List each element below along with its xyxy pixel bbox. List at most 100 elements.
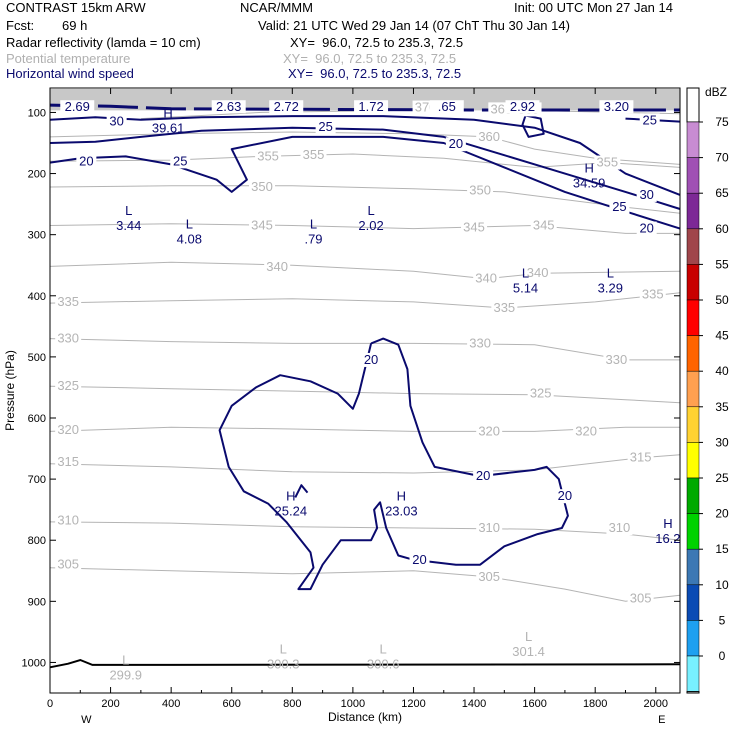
extremum-value-7: 3.29 [598, 280, 623, 295]
extremum-h-marker: H [163, 105, 172, 120]
theta-label-345: 345 [463, 219, 485, 234]
wind-label-bg [315, 120, 336, 135]
theta-label-355: 355 [257, 148, 279, 163]
colorbar-label-25: 25 [715, 471, 729, 485]
wind-label-11: 20 [558, 488, 572, 503]
colorbar-label-55: 55 [715, 257, 729, 271]
top-band-label-bg [599, 100, 634, 114]
colorbar-label-35: 35 [715, 400, 729, 414]
theta-label-bg [55, 423, 82, 438]
theta-label-305: 305 [478, 569, 500, 584]
extremum-h-marker: H [397, 489, 406, 504]
theta-label-bg [476, 521, 503, 535]
contour-labels: 305 305 305 310 310 310 315 315 320 320 320 325 325 3… [55, 99, 681, 682]
colorbar-swatch-25 [686, 477, 700, 514]
x-tick-label: 600 [223, 698, 241, 710]
theta-label-310: 310 [478, 520, 500, 535]
theta-line-360 [49, 131, 681, 165]
colorbar-label-70: 70 [715, 151, 729, 165]
x-end-label-e: E [658, 714, 665, 726]
org-label: NCAR/MMM [240, 0, 313, 15]
extremum-l-marker: L [125, 203, 132, 218]
colorbar-swatch-40 [686, 370, 700, 408]
field-wind-xy: XY= 96.0, 72.5 to 235.3, 72.5 [288, 66, 462, 81]
extremum-l-marker: L [122, 652, 129, 667]
wind-label-2: 20 [79, 153, 93, 168]
valid-time: Valid: 21 UTC Wed 29 Jan 14 (07 ChT Thu … [258, 18, 570, 33]
theta-label-340: 340 [527, 265, 549, 280]
extremum-value-2: 3.44 [116, 218, 141, 233]
extremum-h-marker: H [663, 516, 672, 531]
extremum-value-11: 299.9 [109, 667, 142, 682]
x-tick-label: 800 [283, 698, 301, 710]
theta-label-bg [249, 218, 276, 233]
wind-20-west [49, 135, 681, 230]
extremum-l-marker: L [380, 641, 387, 656]
extremum-l-marker: L [310, 217, 317, 232]
theta-label-330: 330 [606, 352, 628, 367]
extremum-l-marker: L [280, 641, 287, 656]
y-tick-label: 200 [28, 169, 46, 181]
top-band-value-3: 1.72 [358, 99, 383, 114]
theta-label-340: 340 [475, 271, 497, 286]
init-time: Init: 00 UTC Mon 27 Jan 14 [514, 0, 673, 15]
x-tick-label: 1800 [583, 698, 607, 710]
colorbar-label-30: 30 [715, 435, 729, 449]
colorbar-swatch-60 [686, 228, 700, 265]
colorbar-top-cell [686, 87, 700, 123]
theta-label-350: 350 [469, 183, 491, 198]
extremum-value-1: 34.59 [573, 175, 606, 190]
colorbar-label-5: 5 [719, 613, 726, 627]
theta-line-310 [49, 521, 681, 541]
colorbar-swatch-10 [686, 584, 700, 621]
wind-label-bg [473, 469, 494, 484]
colorbar-swatch-55 [686, 264, 700, 301]
wind-small-loop [521, 114, 545, 138]
theta-label-305: 305 [630, 590, 652, 605]
field-reflectivity-name: Radar reflectivity (lamda = 10 cm) [6, 35, 201, 50]
theta-label-315: 315 [57, 454, 79, 469]
top-band-label-bg [354, 100, 389, 114]
wind-20-small [294, 484, 309, 498]
y-tick-label: 100 [28, 107, 46, 119]
extremum-value-3: 4.08 [177, 232, 202, 247]
x-tick-label: 1400 [462, 698, 486, 710]
theta-label-335: 335 [493, 300, 515, 315]
x-axis-title: Distance (km) [328, 710, 402, 724]
wind-label-bg [361, 352, 382, 367]
theta-label-bg [476, 129, 503, 144]
top-band-value-2: 2.72 [274, 99, 299, 114]
theta-contours [49, 105, 681, 669]
y-tick-label: 400 [28, 291, 46, 303]
theta-label-bg [55, 331, 82, 346]
theta-label-bg [473, 271, 500, 286]
wind-label-bg [639, 113, 660, 128]
wind-label-8: 20 [639, 221, 653, 236]
y-tick-label: 700 [28, 474, 46, 486]
colorbar-swatch-30 [686, 442, 700, 479]
top-band-value-1: 2.63 [216, 99, 241, 114]
theta-label-bg [476, 424, 503, 439]
theta-label-bg [606, 521, 633, 535]
field-theta-xy: XY= 96.0, 72.5 to 235.3, 72.5 [283, 51, 457, 66]
field-reflectivity-xy: XY= 96.0, 72.5 to 235.3, 72.5 [290, 35, 464, 50]
theta-label-325: 325 [530, 386, 552, 401]
y-tick-label: 600 [28, 413, 46, 425]
extremum-value-8: 25.24 [275, 504, 308, 519]
theta-label-bg [530, 218, 557, 233]
surface-line [49, 658, 681, 669]
wind-label-3: 25 [173, 153, 187, 168]
colorbar-label-65: 65 [715, 186, 729, 200]
wind-label-5: 25 [642, 112, 656, 127]
wind-label-4: 20 [449, 136, 463, 151]
top-band-label-bg [269, 100, 304, 114]
extremum-l-marker: L [367, 203, 374, 218]
theta-label-bg [255, 149, 282, 164]
top-band-label-bg [211, 100, 246, 114]
theta-label-330: 330 [469, 335, 491, 350]
colorbar-swatch-20 [686, 513, 700, 550]
theta-label-345: 345 [251, 218, 273, 233]
theta-label-305: 305 [57, 557, 79, 572]
wind-label-12: 20 [412, 552, 426, 567]
